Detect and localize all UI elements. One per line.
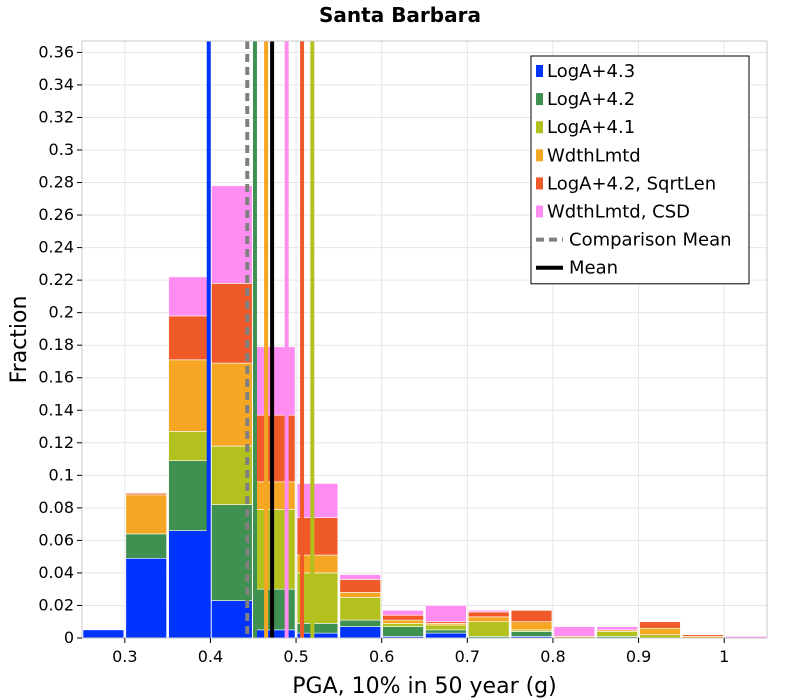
bar-segment [253, 629, 296, 639]
x-tick-label: 0.4 [198, 647, 223, 666]
bar-segment [596, 626, 638, 631]
y-tick-label: 0.08 [38, 498, 74, 517]
y-axis-label: Fraction [7, 296, 32, 384]
y-tick-label: 0.16 [38, 368, 74, 387]
y-tick-label: 0 [64, 628, 74, 647]
bar-segment [596, 631, 638, 637]
x-tick-label: 0.8 [540, 647, 565, 666]
legend-swatch [536, 93, 543, 106]
x-tick-label: 0.7 [455, 647, 480, 666]
x-axis-label: PGA, 10% in 50 year (g) [292, 674, 556, 699]
bar-segment [510, 621, 553, 631]
y-tick-label: 0.1 [49, 465, 74, 484]
bar-segment [253, 509, 296, 590]
y-tick-label: 0.28 [38, 173, 74, 192]
bar-segment [553, 626, 596, 637]
y-tick-label: 0.04 [38, 563, 74, 582]
legend-swatch [536, 149, 543, 162]
y-tick-label: 0.2 [49, 303, 74, 322]
y-tick-label: 0.12 [38, 433, 74, 452]
bar-segment [510, 631, 553, 637]
legend-label: LogA+4.3 [547, 61, 635, 82]
bar-segment [168, 359, 210, 432]
bar-segment [125, 494, 167, 535]
bar-segment [382, 626, 424, 637]
bar-segment [339, 574, 381, 580]
bar-segment [168, 276, 210, 317]
bar-segment [253, 588, 296, 631]
x-tick-label: 0.6 [369, 647, 394, 666]
x-tick-label: 1 [719, 647, 729, 666]
bar-segment [468, 610, 510, 613]
legend-box [530, 55, 750, 285]
bar-segment [382, 623, 424, 627]
bar-segment [125, 533, 167, 559]
mean-lines-layer [206, 41, 315, 638]
y-tick-label: 0.18 [38, 335, 74, 354]
bar-segment [253, 414, 296, 483]
bar-segment [639, 627, 681, 636]
legend-label: Comparison Mean [569, 230, 732, 251]
bar-segment [682, 634, 724, 637]
y-tick-label: 0.26 [38, 205, 74, 224]
chart-title: Santa Barbara [319, 3, 481, 27]
plot-frame [81, 40, 768, 639]
y-tick-label: 0.06 [38, 530, 74, 549]
legend-swatch [536, 121, 543, 134]
bar-segment [425, 632, 467, 639]
legend: LogA+4.3 LogA+4.2 LogA+4.1 WdthLmtd LogA+4.2… [530, 55, 750, 285]
bar-segment [339, 597, 381, 621]
bar-segment [168, 315, 210, 361]
bar-segment [425, 624, 467, 631]
bar-segment [425, 629, 467, 634]
bar-segment [468, 621, 510, 637]
legend-swatch [536, 177, 543, 190]
y-tick-label: 0.32 [38, 107, 74, 126]
ticks-layer: 0 0.02 0.04 0.06 0.08 0.1 0.12 0.14 0.16 0.18 0.2 0… [38, 42, 729, 666]
legend-label: Mean [569, 258, 618, 279]
legend-swatch [536, 65, 543, 77]
x-tick-label: 0.3 [112, 647, 137, 666]
bar-segment [382, 610, 424, 616]
y-tick-label: 0.14 [38, 400, 74, 419]
y-tick-label: 0.3 [49, 140, 74, 159]
bar-segment [339, 626, 381, 639]
bar-segment [510, 610, 553, 623]
bar-segment [82, 629, 125, 639]
bar-segment [211, 283, 253, 364]
y-tick-label: 0.24 [38, 238, 74, 257]
bar-segment [639, 621, 681, 629]
bar-segment [339, 579, 381, 593]
legend-label: WdthLmtd [547, 145, 641, 166]
bar-segment [382, 614, 424, 621]
bar-segment [339, 592, 381, 598]
bar-segment [382, 619, 424, 624]
bars-layer [82, 185, 767, 639]
y-tick-label: 0.22 [38, 270, 74, 289]
y-tick-label: 0.36 [38, 42, 74, 61]
legend-swatch [536, 205, 543, 218]
legend-label: LogA+4.2 [547, 89, 635, 110]
y-tick-label: 0.34 [38, 75, 74, 94]
bar-segment [468, 616, 510, 623]
y-tick-label: 0.02 [38, 595, 74, 614]
x-tick-label: 0.9 [626, 647, 651, 666]
bar-segment [168, 530, 210, 639]
bar-segment [253, 346, 296, 416]
bar-segment [425, 605, 467, 623]
bar-segment [339, 619, 381, 627]
bar-segment [125, 557, 167, 639]
x-tick-label: 0.5 [283, 647, 308, 666]
bar-segment [468, 611, 510, 618]
bar-segment [253, 481, 296, 510]
legend-label: LogA+4.2, SqrtLen [547, 173, 716, 194]
legend-label: WdthLmtd, CSD [547, 202, 690, 223]
bar-segment [125, 492, 167, 496]
legend-label: LogA+4.1 [547, 117, 635, 138]
bar-segment [168, 460, 210, 531]
bar-segment [168, 431, 210, 461]
